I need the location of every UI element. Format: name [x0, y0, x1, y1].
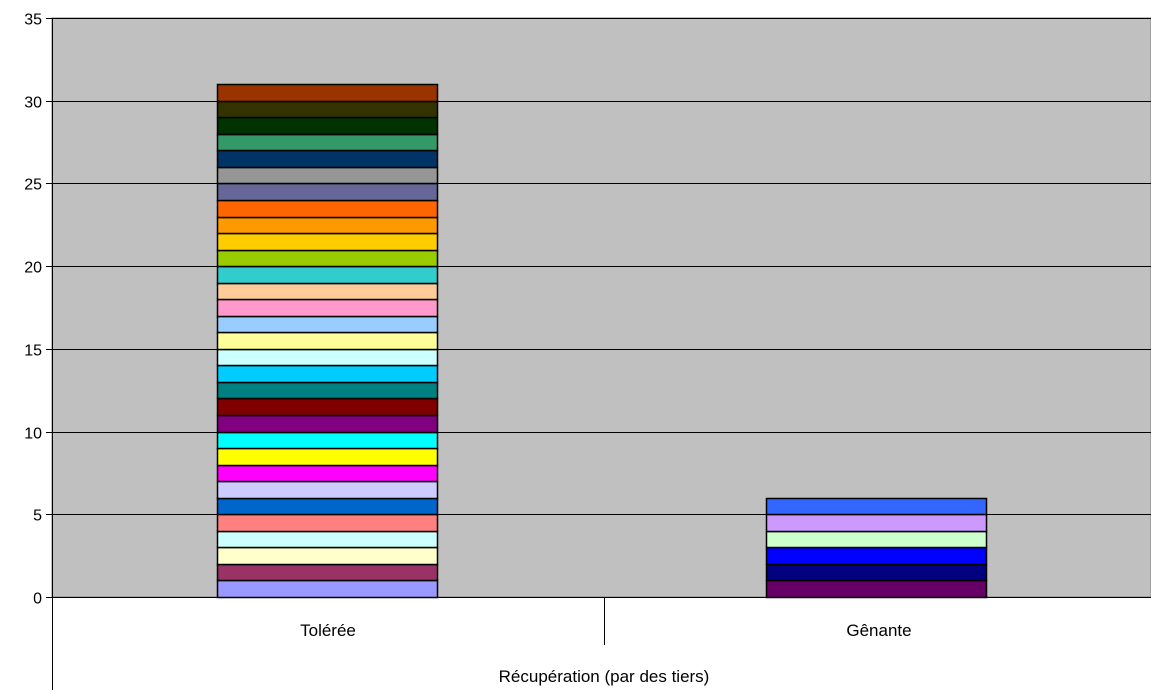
bar-segment-0-13	[216, 364, 439, 384]
bar-segment-0-12	[216, 381, 439, 400]
bar-segment-0-5	[216, 497, 439, 516]
bar-segment-0-8	[216, 447, 439, 467]
bar-segment-0-17	[216, 298, 439, 318]
bar-segment-0-29	[216, 100, 439, 119]
bar-segment-0-27	[216, 133, 439, 152]
bar-segment-0-4	[216, 513, 439, 533]
bar-segment-0-26	[216, 149, 439, 169]
y-tick-label: 30	[24, 95, 42, 112]
bar-segment-0-6	[216, 480, 439, 500]
y-tick-label: 20	[24, 260, 42, 277]
bar-segment-0-19	[216, 265, 439, 285]
bar-segment-0-16	[216, 315, 439, 334]
bar-segment-1-3	[765, 530, 988, 549]
bar-segment-1-4	[765, 513, 988, 533]
category-label-1: Gênante	[846, 621, 911, 640]
bar-segment-1-5	[765, 497, 988, 516]
category-label-0: Tolérée	[300, 621, 356, 640]
bar-segment-0-15	[216, 331, 439, 351]
bar-segment-0-2	[216, 546, 439, 566]
bar-segment-0-3	[216, 530, 439, 549]
y-tick-label: 25	[24, 177, 42, 194]
bar-segment-0-22	[216, 216, 439, 235]
group-axis-label: Récupération (par des tiers)	[499, 667, 710, 686]
bar-segment-0-1	[216, 563, 439, 582]
bar-segment-0-7	[216, 464, 439, 483]
bar-segment-1-2	[765, 546, 988, 566]
bars	[216, 83, 988, 599]
y-tick-label: 10	[24, 426, 42, 443]
bar-segment-0-18	[216, 282, 439, 301]
y-tick-label: 5	[33, 508, 42, 525]
bar-segment-0-10	[216, 414, 439, 434]
bar-segment-1-1	[765, 563, 988, 582]
bar-segment-0-25	[216, 166, 439, 185]
bar-segment-0-11	[216, 397, 439, 417]
bar-segment-1-0	[765, 579, 988, 599]
y-tick-label: 15	[24, 343, 42, 360]
y-tick-label: 35	[24, 12, 42, 29]
bar-segment-0-28	[216, 116, 439, 136]
bar-segment-0-9	[216, 431, 439, 450]
y-tick-label: 0	[33, 591, 42, 608]
x-axis: Tolérée Gênante Récupération (par des ti…	[52, 18, 1151, 690]
bar-segment-0-20	[216, 249, 439, 268]
y-axis: 0 5 10 15 20 25 30 35	[24, 12, 52, 608]
bar-segment-0-0	[216, 579, 439, 599]
bar-segment-0-21	[216, 232, 439, 252]
bar-segment-0-30	[216, 83, 439, 103]
bar-segment-0-24	[216, 182, 439, 202]
bar-segment-0-14	[216, 348, 439, 367]
bar-segment-0-23	[216, 199, 439, 219]
